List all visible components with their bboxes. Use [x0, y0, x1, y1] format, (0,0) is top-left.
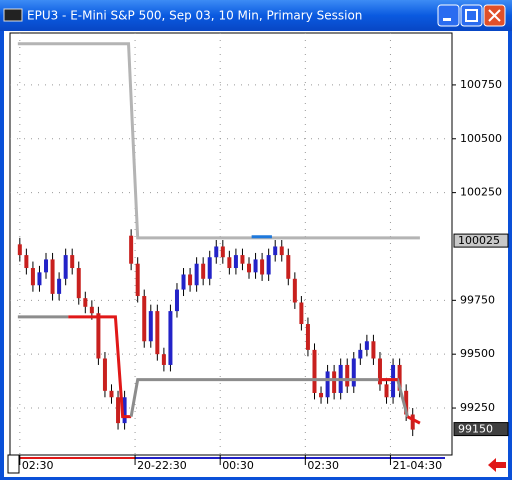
title-bar: [0, 0, 512, 31]
candle-body: [102, 358, 107, 391]
scroll-box[interactable]: [7, 454, 20, 474]
session-bar: [18, 457, 135, 459]
overlay-line: [68, 315, 132, 419]
candle-body: [397, 364, 402, 391]
candle-body: [76, 268, 81, 299]
candle-body: [17, 244, 22, 256]
candle-body: [207, 257, 212, 279]
minimize-button[interactable]: [437, 4, 460, 27]
price-marker-label: 99150: [458, 423, 493, 436]
x-tick-label: 02:30: [22, 459, 54, 472]
candle-body: [384, 384, 389, 398]
x-tick-label: 00:30: [222, 459, 254, 472]
app-icon: [3, 8, 23, 22]
candle-body: [377, 358, 382, 385]
candle-body: [116, 397, 121, 424]
window-title: EPU3 - E-Mini S&P 500, Sep 03, 10 Min, P…: [27, 9, 362, 23]
candle-body: [142, 296, 147, 342]
candle-body: [286, 255, 291, 279]
close-icon: [488, 9, 501, 22]
candle-body: [201, 263, 206, 279]
y-tick-label: 100250: [460, 186, 502, 199]
candle-body: [410, 414, 415, 430]
candle-body: [364, 341, 369, 350]
candle-body: [50, 259, 55, 294]
candle-body: [57, 278, 62, 294]
y-tick-label: 99250: [460, 401, 495, 414]
candle-body: [240, 255, 245, 264]
candle-body: [96, 313, 101, 359]
candle-body: [220, 246, 225, 258]
candle-body: [253, 259, 258, 273]
price-marker: [453, 233, 509, 248]
candle-body: [312, 349, 317, 393]
candle-body: [247, 263, 252, 273]
maximize-button[interactable]: [460, 4, 483, 27]
y-tick-label: 100500: [460, 132, 502, 145]
price-marker-label: 100025: [458, 234, 500, 247]
candle-body: [148, 311, 153, 342]
candle-body: [273, 246, 278, 256]
candle-body: [155, 311, 160, 355]
y-tick-label: 99750: [460, 293, 495, 306]
scroll-arrow[interactable]: [488, 458, 506, 472]
candle-body: [233, 255, 238, 269]
candle-body: [83, 298, 88, 307]
candle-body: [44, 259, 49, 273]
candle-body: [260, 259, 265, 275]
candle-body: [332, 371, 337, 393]
candle-body: [345, 364, 350, 387]
candle-body: [325, 371, 330, 398]
candle-body: [358, 349, 363, 359]
candle-body: [168, 311, 173, 365]
candle-body: [24, 255, 29, 269]
session-bar: [135, 457, 445, 459]
x-tick-label: 21-04:30: [392, 459, 442, 472]
candle-body: [30, 268, 35, 286]
candle-body: [266, 255, 271, 275]
candle-body: [181, 274, 186, 290]
candle-body: [37, 272, 42, 286]
candle-body: [188, 274, 193, 286]
candle-body: [292, 278, 297, 303]
candle-body: [371, 341, 376, 359]
candle-body: [319, 392, 324, 398]
candle-body: [63, 255, 68, 279]
candle-body: [404, 390, 409, 415]
candle-body: [299, 302, 304, 325]
plot-frame: [9, 32, 453, 456]
candle-body: [351, 358, 356, 387]
y-tick-label: 100750: [460, 78, 502, 91]
candle-body: [194, 263, 199, 286]
candle-body: [214, 246, 219, 258]
candle-body: [109, 390, 114, 398]
candle-body: [174, 289, 179, 312]
candle-body: [279, 246, 284, 256]
overlay-line: [17, 42, 420, 240]
candle-body: [129, 235, 134, 264]
candle-body: [391, 364, 396, 398]
candle-body: [305, 324, 310, 350]
overlay-line: [406, 415, 421, 425]
price-marker: [453, 422, 509, 437]
maximize-icon: [465, 9, 478, 22]
x-tick-label: 20-22:30: [137, 459, 187, 472]
overlay-line: [129, 378, 409, 418]
candle-body: [135, 263, 140, 297]
x-tick-label: 02:30: [307, 459, 339, 472]
candle-body: [89, 306, 94, 314]
candle-body: [161, 354, 166, 365]
candle-body: [122, 397, 127, 424]
y-tick-label: 99500: [460, 347, 495, 360]
minimize-icon: [443, 18, 451, 21]
candle-body: [70, 255, 75, 269]
candle-body: [227, 257, 232, 269]
